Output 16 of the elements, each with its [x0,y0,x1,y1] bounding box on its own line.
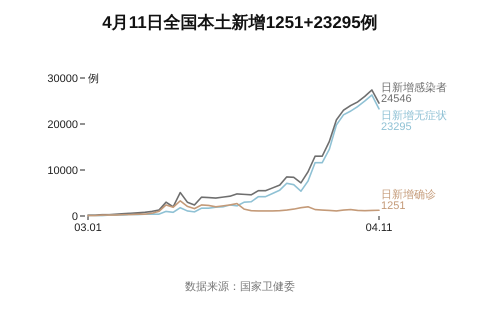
data-label: 24546 [381,93,412,106]
x-tick-label: 04.11 [366,222,392,234]
series-label: 日新增无症状 [381,109,447,122]
y-tick-label: 30000 [47,73,78,85]
line-series [87,200,380,216]
y-axis-title: 例 [88,73,99,85]
source-note: 数据来源：国家卫健委 [185,280,295,293]
data-label: 23295 [381,121,412,134]
y-tick-label: 0 [72,211,78,223]
data-label: 1251 [381,200,406,212]
y-tick-label: 20000 [47,119,78,131]
series-label: 日新增确诊 [381,188,436,202]
y-tick-label: 10000 [47,165,78,177]
x-tick-label: 03.01 [74,222,102,234]
chart-title: 4月11日全国本土新增1251+23295例 [102,13,378,32]
series-label: 日新增感染者 [381,81,447,94]
